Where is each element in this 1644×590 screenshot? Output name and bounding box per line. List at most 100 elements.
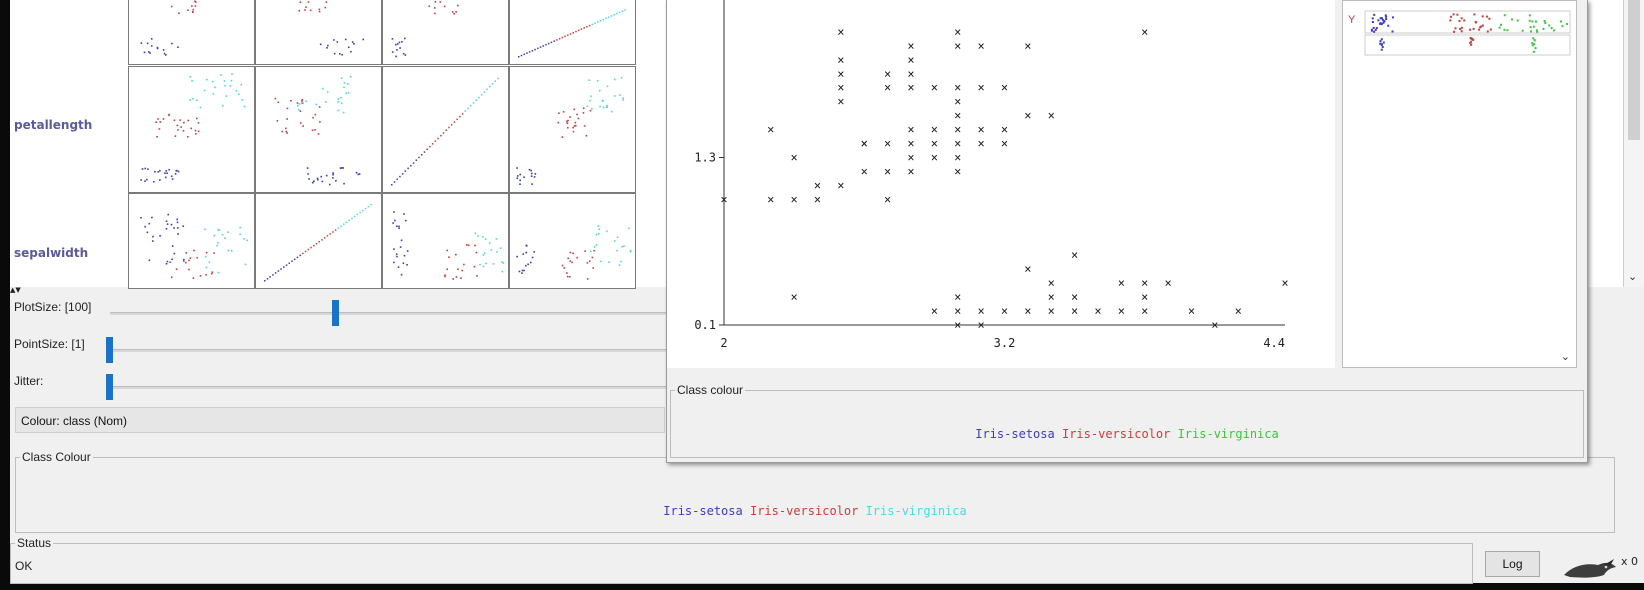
matrix-point xyxy=(566,126,569,129)
matrix-point xyxy=(400,239,403,242)
plot-size-slider[interactable] xyxy=(110,312,670,315)
matrix-point xyxy=(561,136,564,138)
matrix-point xyxy=(516,175,519,177)
matrix-point xyxy=(589,109,592,112)
matrix-point xyxy=(483,252,486,255)
matrix-scrollbar[interactable]: ⌄ xyxy=(1623,0,1644,287)
matrix-point xyxy=(288,262,291,264)
legend-class-versicolor[interactable]: Iris-versicolor xyxy=(749,504,859,518)
matrix-point xyxy=(185,261,187,264)
matrix-point xyxy=(239,233,241,236)
matrix-cell[interactable] xyxy=(128,66,255,193)
attribute-bars-panel[interactable]: Y ⌄ xyxy=(1342,0,1577,368)
matrix-point xyxy=(216,244,218,247)
legend-class-versicolor[interactable]: Iris-versicolor xyxy=(1061,427,1171,441)
matrix-point xyxy=(306,167,309,169)
matrix-cell[interactable] xyxy=(128,193,255,289)
attr-point xyxy=(1536,30,1539,33)
data-point: × xyxy=(837,67,844,81)
attr-point xyxy=(1387,24,1390,27)
matrix-point xyxy=(523,53,525,56)
scatter-plot-svg[interactable]: 1.3 0.1 2 3.2 4.4 × × × × × × × × × × × × × × × × × × × × × × × × × × ×… xyxy=(667,0,1335,368)
split-pane-arrows-icon[interactable]: ▲▼ xyxy=(10,286,21,294)
matrix-cell[interactable] xyxy=(509,66,636,193)
matrix-point xyxy=(277,101,280,104)
colour-attribute-select[interactable]: Colour: class (Nom) xyxy=(15,407,665,433)
matrix-point xyxy=(323,237,326,239)
matrix-point xyxy=(182,225,185,228)
jitter-slider[interactable] xyxy=(110,386,670,389)
data-point: × xyxy=(907,151,914,165)
matrix-cell[interactable] xyxy=(128,0,255,65)
matrix-point xyxy=(314,129,316,131)
matrix-point xyxy=(342,167,344,169)
scrollbar-thumb[interactable] xyxy=(1628,0,1640,140)
matrix-point xyxy=(144,180,146,182)
matrix-point xyxy=(404,37,406,40)
matrix-point xyxy=(322,87,324,90)
matrix-cell[interactable] xyxy=(255,193,382,289)
matrix-point xyxy=(437,137,439,140)
attribute-bars-svg[interactable]: Y xyxy=(1343,1,1576,367)
matrix-point xyxy=(325,101,327,103)
data-point: × xyxy=(931,304,938,318)
data-point: × xyxy=(1024,109,1031,123)
data-point: × xyxy=(907,123,914,137)
plot-size-slider-thumb[interactable] xyxy=(332,300,339,326)
matrix-point xyxy=(595,233,598,236)
matrix-point xyxy=(472,102,475,104)
matrix-point xyxy=(266,278,269,280)
matrix-cell[interactable] xyxy=(509,0,636,65)
jitter-slider-thumb[interactable] xyxy=(106,374,113,400)
attr-point xyxy=(1381,46,1384,49)
matrix-cell[interactable] xyxy=(255,0,382,65)
matrix-point xyxy=(269,276,271,278)
attr-point xyxy=(1380,38,1383,41)
matrix-point xyxy=(159,121,162,123)
legend-class-virginica[interactable]: Iris-virginica xyxy=(865,504,967,518)
point-size-slider[interactable] xyxy=(110,349,670,352)
matrix-point xyxy=(141,168,144,170)
matrix-cell[interactable] xyxy=(382,193,509,289)
scroll-down-icon[interactable]: ⌄ xyxy=(1560,350,1570,363)
data-point: × xyxy=(1141,25,1148,39)
legend-class-virginica[interactable]: Iris-virginica xyxy=(1177,427,1279,441)
matrix-point xyxy=(225,95,228,97)
matrix-point xyxy=(567,119,569,122)
matrix-point xyxy=(224,237,226,240)
scatter-plot[interactable]: 1.3 0.1 2 3.2 4.4 × × × × × × × × × × × × × × × × × × × × × × × × × × ×… xyxy=(667,0,1335,368)
status-title: Status xyxy=(17,536,52,550)
scroll-down-icon[interactable]: ⌄ xyxy=(1628,270,1638,283)
data-point: × xyxy=(1071,290,1078,304)
legend-class-setosa[interactable]: Iris-setosa xyxy=(663,504,743,518)
matrix-point xyxy=(525,264,527,267)
matrix-point xyxy=(146,42,149,45)
matrix-point xyxy=(572,126,574,129)
x-tick-label: 3.2 xyxy=(994,336,1016,350)
matrix-point xyxy=(561,264,564,267)
matrix-cell[interactable] xyxy=(382,0,509,65)
attr-point xyxy=(1460,30,1463,33)
matrix-point xyxy=(336,41,339,43)
matrix-point xyxy=(518,270,521,273)
point-size-slider-thumb[interactable] xyxy=(106,337,113,363)
matrix-point xyxy=(446,249,448,252)
data-point: × xyxy=(767,123,774,137)
matrix-point xyxy=(165,170,168,172)
attr-point xyxy=(1480,25,1483,28)
matrix-point xyxy=(351,41,354,43)
matrix-point xyxy=(569,251,572,254)
legend-class-setosa[interactable]: Iris-setosa xyxy=(975,427,1055,441)
matrix-point xyxy=(439,1,442,3)
matrix-cell[interactable] xyxy=(382,66,509,193)
log-button[interactable]: Log xyxy=(1485,551,1540,577)
matrix-cell[interactable] xyxy=(255,66,382,193)
matrix-point xyxy=(501,270,504,273)
matrix-point xyxy=(300,102,303,104)
weka-bird-icon[interactable] xyxy=(1560,551,1618,579)
matrix-point xyxy=(280,268,282,270)
matrix-point xyxy=(530,169,532,172)
data-point: × xyxy=(861,164,868,178)
matrix-point xyxy=(393,248,395,250)
matrix-cell[interactable] xyxy=(509,193,636,289)
